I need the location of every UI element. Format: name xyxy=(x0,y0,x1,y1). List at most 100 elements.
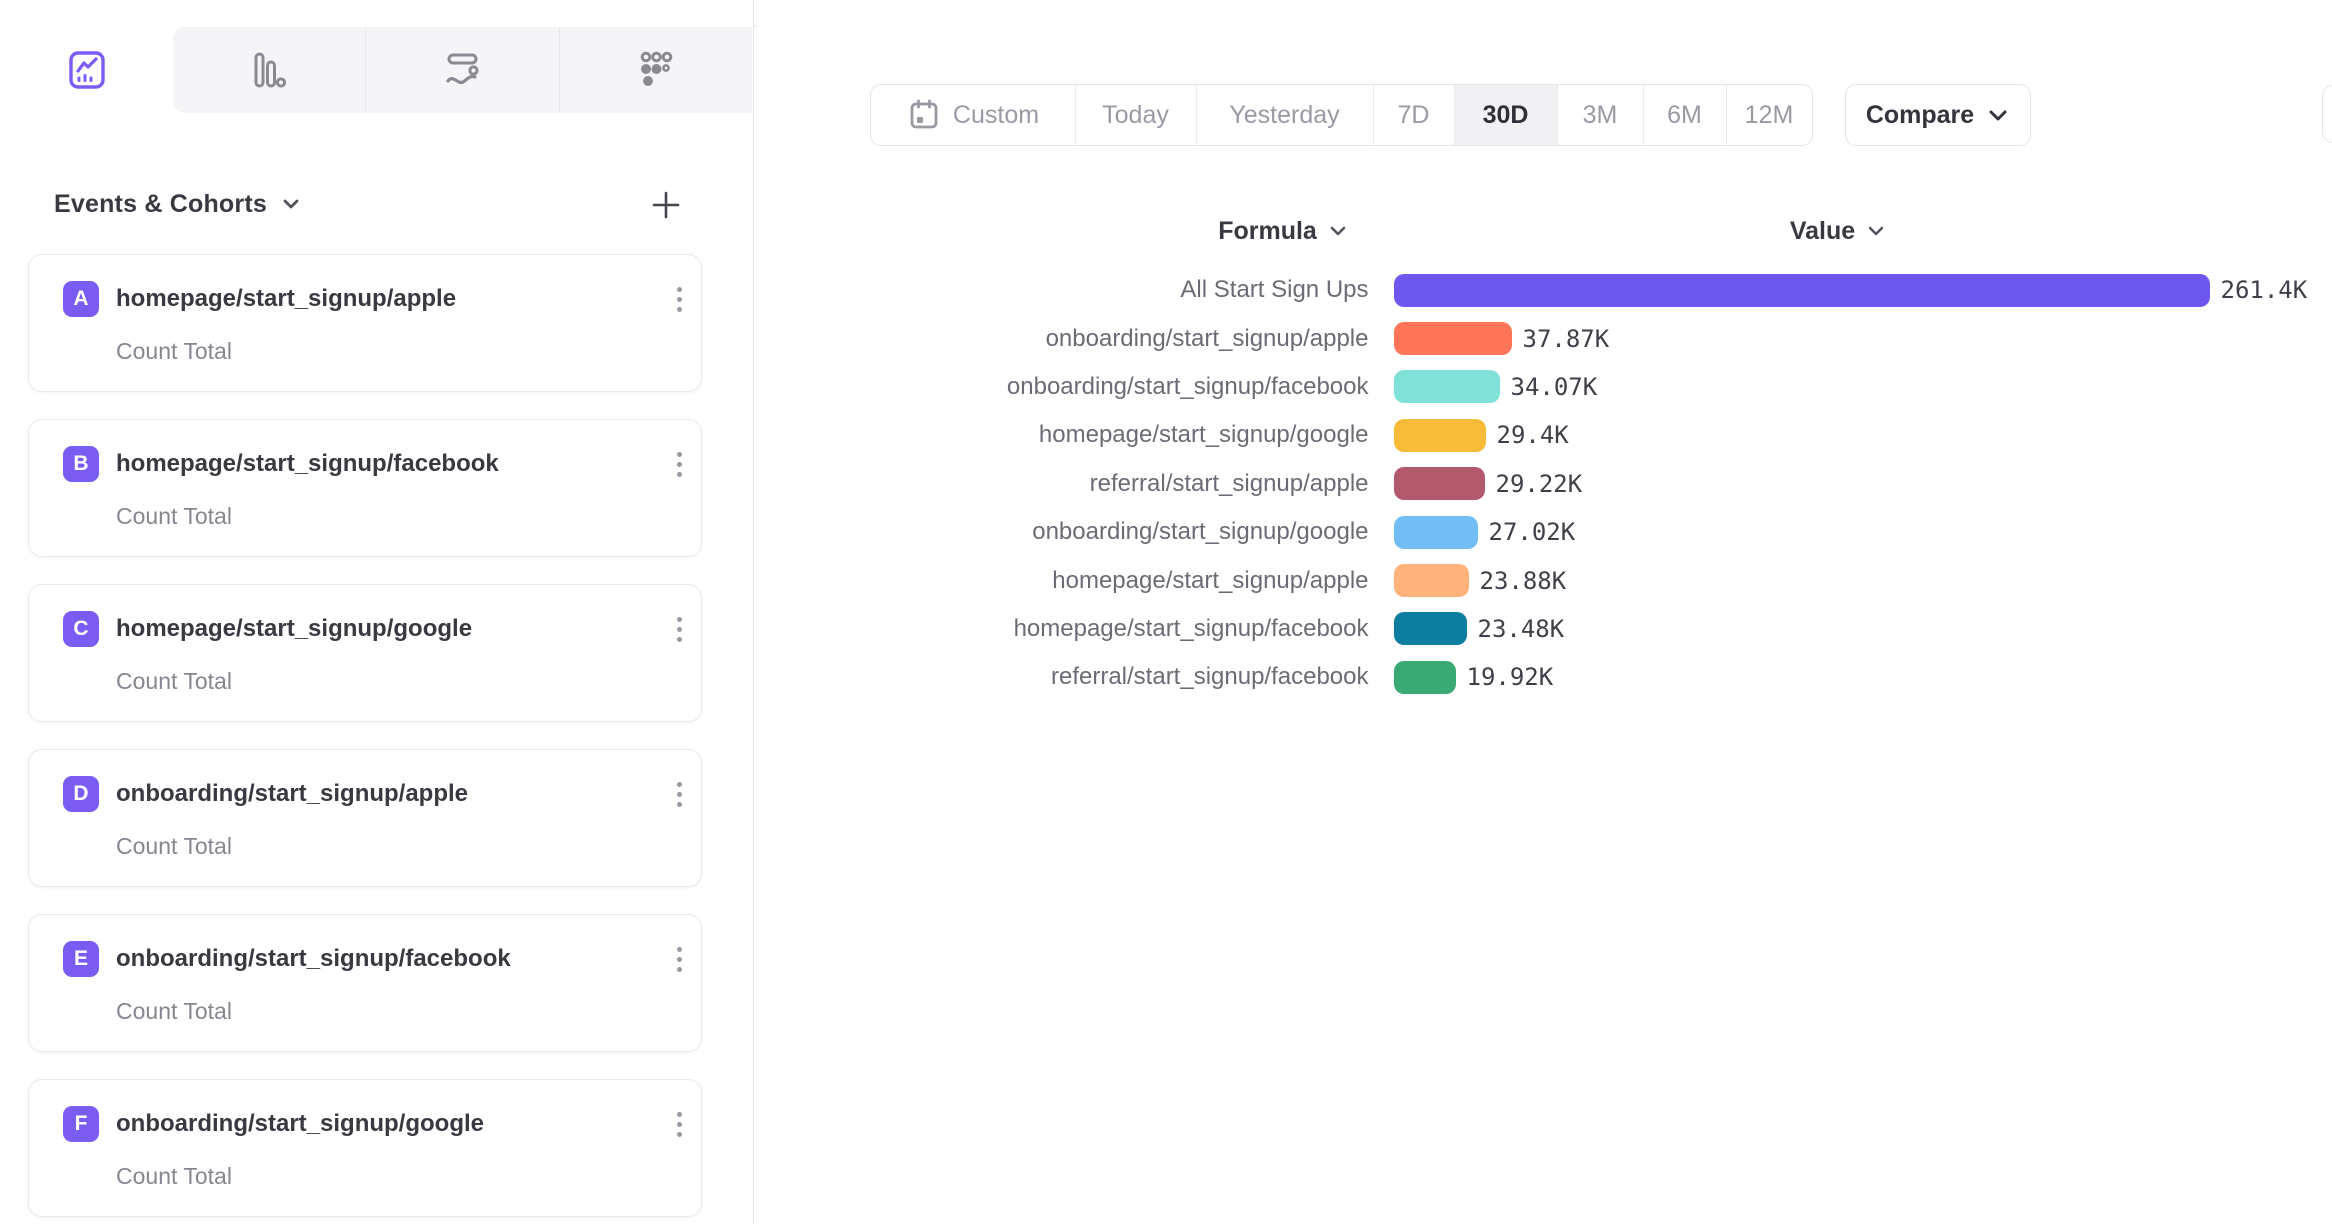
date-range-label: Custom xyxy=(952,100,1040,129)
clipped-toolbar-button[interactable] xyxy=(2321,85,2332,143)
event-letter-badge[interactable]: C xyxy=(63,611,99,647)
event-letter-badge[interactable]: F xyxy=(63,1106,99,1142)
panel-title: Events & Cohorts xyxy=(54,189,267,218)
event-card[interactable]: C homepage/start_signup/google Count Tot… xyxy=(28,584,702,722)
chart-bar[interactable] xyxy=(1393,612,1467,646)
chart-bar[interactable] xyxy=(1393,418,1486,452)
report-type-tab-group xyxy=(173,26,752,113)
report-type-tabs xyxy=(0,26,752,113)
event-aggregation[interactable]: Count Total xyxy=(116,338,232,364)
date-range-label: 30D xyxy=(1482,100,1529,129)
value-header-label: Value xyxy=(1789,216,1856,245)
date-range-30d[interactable]: 30D xyxy=(1453,85,1557,145)
events-cohorts-dropdown[interactable]: Events & Cohorts xyxy=(54,181,301,227)
event-aggregation[interactable]: Count Total xyxy=(116,503,232,529)
chart-bar-value: 261.4K xyxy=(2220,276,2308,305)
flows-icon xyxy=(440,48,484,92)
chart-row-label: referral/start_signup/facebook xyxy=(1050,663,1369,691)
chart-row-label: homepage/start_signup/apple xyxy=(1052,566,1369,594)
chart-bar[interactable] xyxy=(1393,515,1478,549)
chart-bar[interactable] xyxy=(1393,564,1469,598)
compare-label: Compare xyxy=(1865,100,1975,129)
chart-bar-value: 29.4K xyxy=(1496,421,1569,450)
event-letter-badge[interactable]: A xyxy=(63,281,99,317)
date-range-3m[interactable]: 3M xyxy=(1556,85,1643,145)
chart-row: onboarding/start_signup/google 27.02K xyxy=(756,508,2332,556)
chart-row: homepage/start_signup/facebook 23.48K xyxy=(756,605,2332,653)
chart-bar-value: 34.07K xyxy=(1510,372,1598,401)
event-card-list: A homepage/start_signup/apple Count Tota… xyxy=(28,254,702,1224)
event-name: onboarding/start_signup/apple xyxy=(116,780,469,807)
chart-bar[interactable] xyxy=(1393,467,1485,501)
report-canvas: Custom Today Yesterday 7D 30D 3M 6M 12M … xyxy=(755,0,2332,1224)
tab-insights[interactable] xyxy=(0,26,173,113)
kebab-menu-icon[interactable] xyxy=(659,774,699,814)
chart-row: homepage/start_signup/google 29.4K xyxy=(756,411,2332,459)
chart-bar-value: 29.22K xyxy=(1495,469,1583,498)
chart-bar-value: 19.92K xyxy=(1466,663,1554,692)
chart-row: referral/start_signup/facebook 19.92K xyxy=(756,653,2332,701)
event-aggregation[interactable]: Count Total xyxy=(116,833,232,859)
kebab-menu-icon[interactable] xyxy=(659,1104,699,1144)
calendar-icon xyxy=(906,97,942,133)
chart-bar[interactable] xyxy=(1393,273,2210,307)
date-range-label: 3M xyxy=(1582,100,1618,129)
event-card[interactable]: E onboarding/start_signup/facebook Count… xyxy=(28,914,702,1052)
kebab-menu-icon[interactable] xyxy=(659,279,699,319)
value-column-header[interactable]: Value xyxy=(1728,208,1948,254)
kebab-menu-icon[interactable] xyxy=(659,444,699,484)
event-letter-badge[interactable]: E xyxy=(63,941,99,977)
chart-bar-value: 23.88K xyxy=(1479,566,1567,595)
date-range-6m[interactable]: 6M xyxy=(1642,85,1726,145)
chart-bar[interactable] xyxy=(1393,660,1456,694)
kebab-menu-icon[interactable] xyxy=(659,939,699,979)
event-aggregation[interactable]: Count Total xyxy=(116,998,232,1024)
event-card[interactable]: F onboarding/start_signup/google Count T… xyxy=(28,1079,702,1217)
chart-row-label: homepage/start_signup/facebook xyxy=(1013,614,1369,642)
chart-row-label: referral/start_signup/apple xyxy=(1089,469,1369,497)
tab-bar-report[interactable] xyxy=(173,27,365,113)
query-sidebar: Events & Cohorts A homepage/start_sign xyxy=(0,0,754,1224)
chart-bar-value: 37.87K xyxy=(1522,324,1610,353)
date-range-7d[interactable]: 7D xyxy=(1372,85,1454,145)
date-range-label: 7D xyxy=(1397,100,1430,129)
formula-column-header[interactable]: Formula xyxy=(1173,208,1393,254)
chart-row: homepage/start_signup/apple 23.88K xyxy=(756,556,2332,604)
chart-bar[interactable] xyxy=(1393,370,1500,404)
date-range-12m[interactable]: 12M xyxy=(1725,85,1812,145)
chart-row: onboarding/start_signup/apple 37.87K xyxy=(756,314,2332,362)
chart-bar-value: 23.48K xyxy=(1477,614,1565,643)
chart-row-label: homepage/start_signup/google xyxy=(1038,421,1369,449)
chart-row-label: All Start Sign Ups xyxy=(1180,276,1369,304)
chart-row-label: onboarding/start_signup/apple xyxy=(1045,324,1369,352)
chart-bar[interactable] xyxy=(1393,322,1512,356)
kebab-menu-icon[interactable] xyxy=(659,609,699,649)
event-name: homepage/start_signup/apple xyxy=(116,285,457,312)
date-range-label: Today xyxy=(1102,100,1169,129)
event-card[interactable]: D onboarding/start_signup/apple Count To… xyxy=(28,749,702,887)
event-name: homepage/start_signup/google xyxy=(116,615,473,642)
event-card[interactable]: A homepage/start_signup/apple Count Tota… xyxy=(28,254,702,392)
add-event-button[interactable] xyxy=(648,187,684,223)
date-range-yesterday[interactable]: Yesterday xyxy=(1195,85,1373,145)
tab-flows[interactable] xyxy=(365,26,558,113)
event-letter-badge[interactable]: B xyxy=(63,446,99,482)
date-range-custom[interactable]: Custom xyxy=(871,85,1075,145)
chart-row-label: onboarding/start_signup/google xyxy=(1032,518,1369,546)
event-name: onboarding/start_signup/facebook xyxy=(116,945,511,972)
date-range-control: Custom Today Yesterday 7D 30D 3M 6M 12M xyxy=(869,84,1813,146)
date-range-today[interactable]: Today xyxy=(1074,85,1196,145)
event-card[interactable]: B homepage/start_signup/facebook Count T… xyxy=(28,419,702,557)
event-name: homepage/start_signup/facebook xyxy=(116,450,499,477)
chevron-down-icon xyxy=(1867,225,1885,237)
chart-row: referral/start_signup/apple 29.22K xyxy=(756,460,2332,508)
events-cohorts-header: Events & Cohorts xyxy=(0,181,754,227)
compare-button[interactable]: Compare xyxy=(1844,84,2031,146)
tab-retention[interactable] xyxy=(558,26,752,113)
date-range-label: 6M xyxy=(1667,100,1702,129)
event-aggregation[interactable]: Count Total xyxy=(116,1163,232,1189)
event-letter-badge[interactable]: D xyxy=(63,776,99,812)
plus-icon xyxy=(649,188,683,222)
event-aggregation[interactable]: Count Total xyxy=(116,668,232,694)
